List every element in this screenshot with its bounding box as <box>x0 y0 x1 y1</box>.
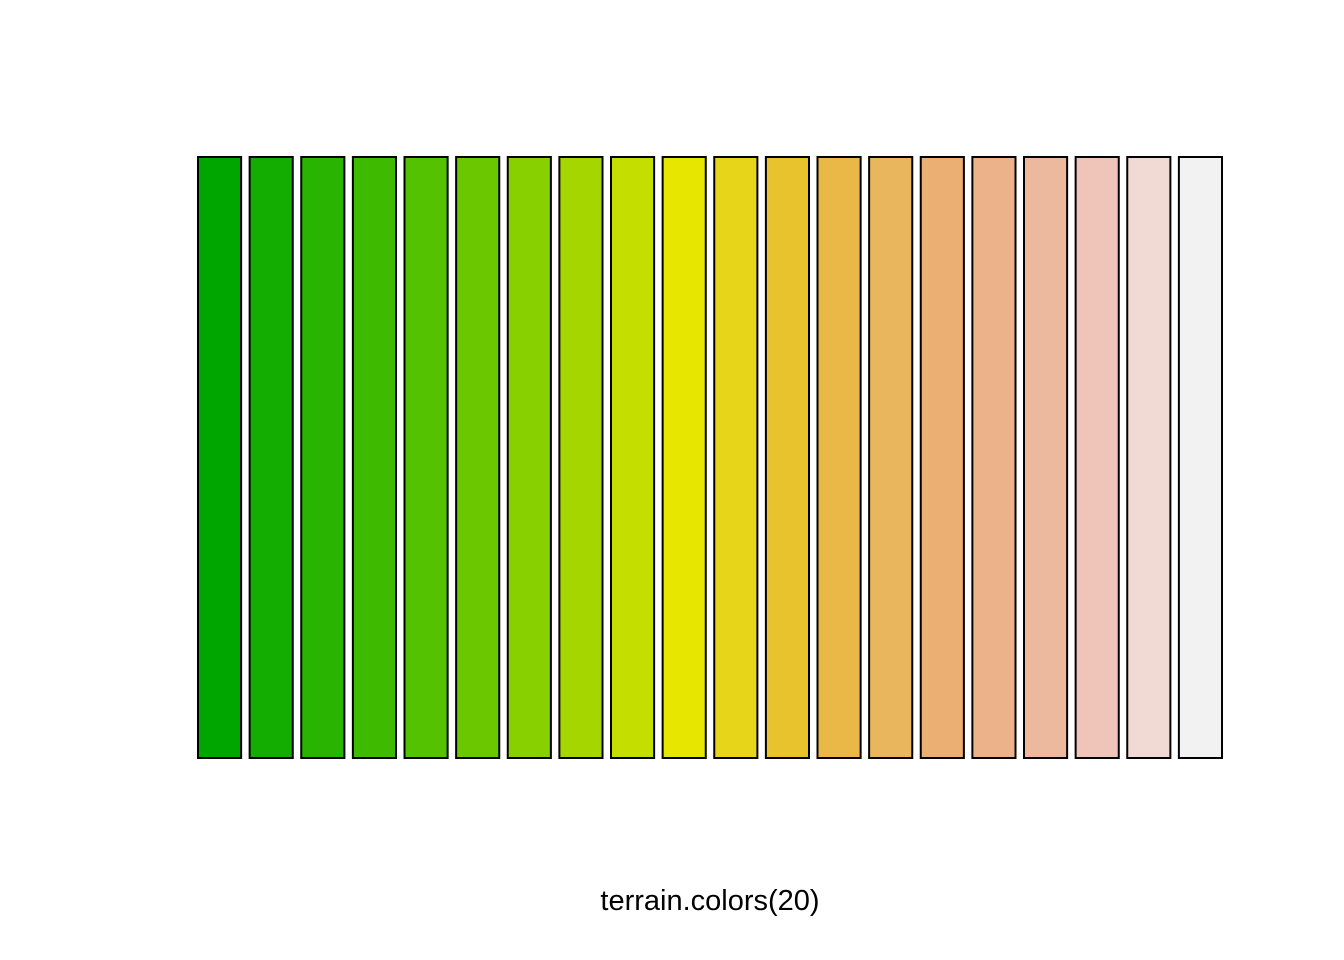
bar-4 <box>351 156 398 759</box>
bar-11 <box>713 156 759 759</box>
x-axis-label: terrain.colors(20) <box>600 885 819 917</box>
bar-7 <box>506 156 552 759</box>
bar-8 <box>558 156 604 759</box>
bar-1 <box>197 156 243 759</box>
bars-group <box>197 156 1224 759</box>
bar-12 <box>764 156 811 759</box>
bar-18 <box>1074 156 1120 759</box>
bar-3 <box>300 156 346 759</box>
bar-10 <box>661 156 707 759</box>
bar-9 <box>610 156 656 759</box>
bar-17 <box>1023 156 1069 759</box>
bar-13 <box>816 156 862 759</box>
bar-2 <box>248 156 294 759</box>
bar-14 <box>868 156 914 759</box>
bar-6 <box>455 156 501 759</box>
bar-15 <box>919 156 965 759</box>
bar-19 <box>1126 156 1172 759</box>
bar-16 <box>971 156 1017 759</box>
bar-5 <box>403 156 449 759</box>
bar-20 <box>1177 156 1224 759</box>
